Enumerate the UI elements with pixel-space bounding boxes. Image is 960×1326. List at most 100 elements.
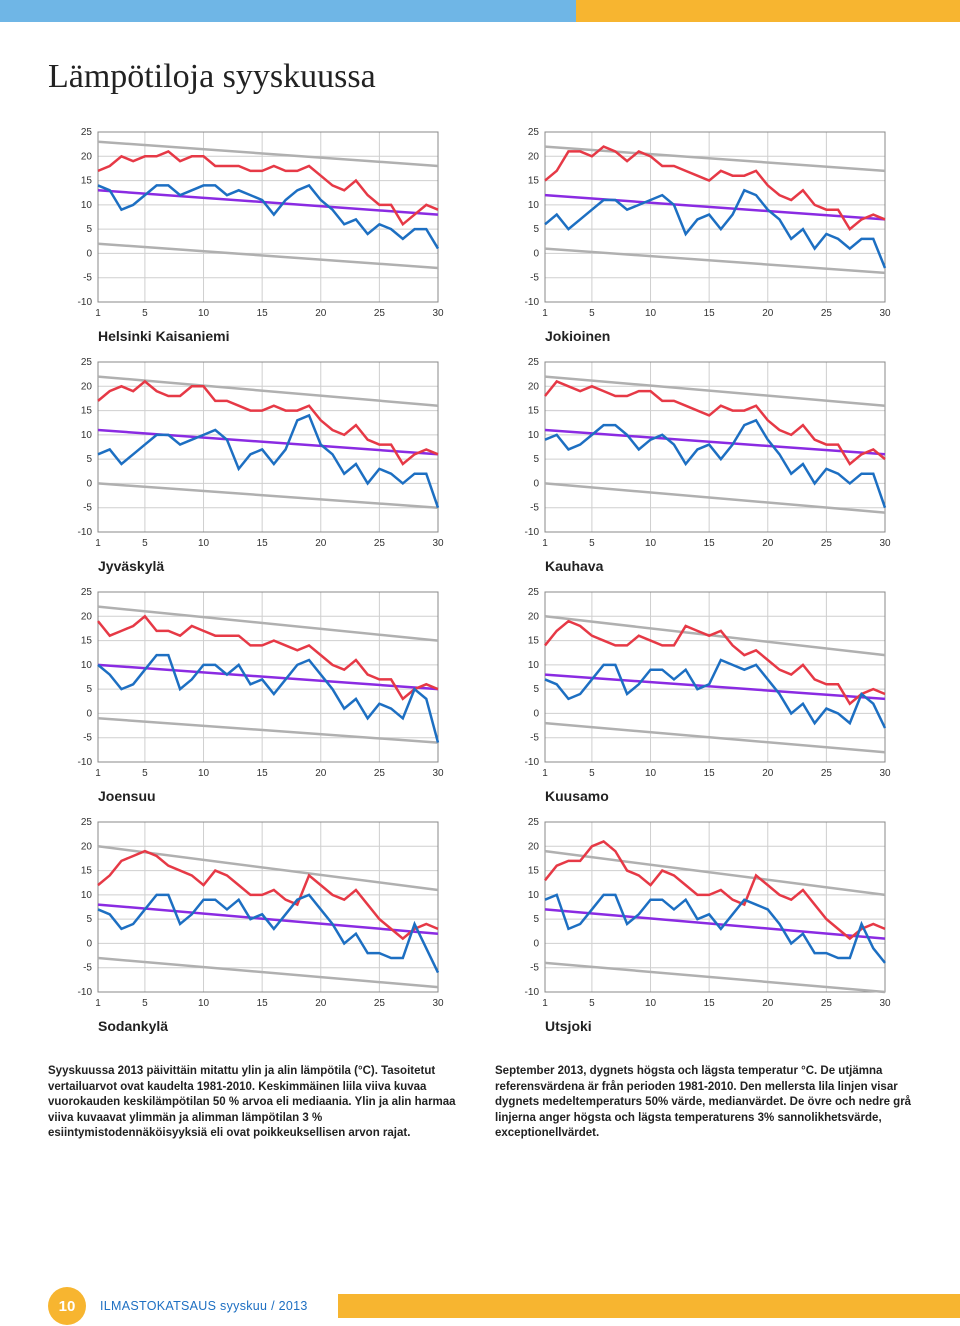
svg-text:20: 20 [315,998,327,1009]
svg-text:1: 1 [95,308,101,319]
charts-grid: 151015202530-10-50510152025Helsinki Kais… [48,124,912,1040]
svg-text:20: 20 [81,381,93,392]
svg-text:25: 25 [81,127,93,138]
svg-text:30: 30 [879,768,891,779]
svg-text:0: 0 [86,938,92,949]
svg-text:30: 30 [432,998,444,1009]
svg-text:10: 10 [81,430,93,441]
chart-label: Jyväskylä [98,558,465,574]
footer-bar [338,1286,960,1326]
footer-text: ILMASTOKATSAUS syyskuu / 2013 [100,1299,308,1313]
chart-label: Kauhava [545,558,912,574]
svg-text:15: 15 [257,538,269,549]
svg-text:5: 5 [86,684,92,695]
svg-text:-10: -10 [78,297,93,308]
svg-text:15: 15 [81,176,93,187]
svg-text:10: 10 [528,200,540,211]
chart-block: 151015202530-10-50510152025Utsjoki [495,814,912,1040]
svg-text:10: 10 [198,308,210,319]
chart-svg: 151015202530-10-50510152025 [495,814,895,1014]
caption-sv: September 2013, dygnets högsta och lägst… [495,1064,912,1142]
svg-text:1: 1 [95,998,101,1009]
svg-text:15: 15 [704,308,716,319]
chart-block: 151015202530-10-50510152025Kauhava [495,354,912,580]
svg-text:-10: -10 [525,297,540,308]
svg-text:0: 0 [533,248,539,259]
chart-svg: 151015202530-10-50510152025 [495,124,895,324]
svg-text:25: 25 [821,308,833,319]
svg-text:10: 10 [528,660,540,671]
chart-label: Sodankylä [98,1018,465,1034]
svg-text:10: 10 [645,998,657,1009]
svg-text:20: 20 [528,841,540,852]
svg-text:20: 20 [528,381,540,392]
svg-text:25: 25 [374,998,386,1009]
caption-fi: Syyskuussa 2013 päivittäin mitattu ylin … [48,1064,465,1142]
svg-text:25: 25 [821,998,833,1009]
svg-text:-5: -5 [530,273,539,284]
page: Lämpötiloja syyskuussa 151015202530-10-5… [0,0,960,1326]
svg-text:30: 30 [879,998,891,1009]
chart-block: 151015202530-10-50510152025Kuusamo [495,584,912,810]
svg-text:15: 15 [704,768,716,779]
chart-block: 151015202530-10-50510152025Jokioinen [495,124,912,350]
svg-text:5: 5 [589,998,595,1009]
chart-block: 151015202530-10-50510152025Sodankylä [48,814,465,1040]
chart-svg: 151015202530-10-50510152025 [495,354,895,554]
page-number-badge: 10 [48,1287,86,1325]
svg-text:15: 15 [528,176,540,187]
svg-text:0: 0 [533,938,539,949]
chart-block: 151015202530-10-50510152025Joensuu [48,584,465,810]
svg-text:25: 25 [528,817,540,828]
svg-text:10: 10 [645,538,657,549]
svg-text:0: 0 [86,478,92,489]
svg-text:5: 5 [533,454,539,465]
svg-text:0: 0 [86,248,92,259]
svg-text:5: 5 [86,914,92,925]
svg-text:25: 25 [528,587,540,598]
svg-text:1: 1 [542,538,548,549]
svg-text:-5: -5 [530,963,539,974]
svg-text:20: 20 [528,611,540,622]
chart-label: Kuusamo [545,788,912,804]
svg-text:10: 10 [81,890,93,901]
svg-text:5: 5 [589,768,595,779]
svg-text:1: 1 [542,998,548,1009]
svg-text:-10: -10 [78,757,93,768]
svg-text:5: 5 [86,224,92,235]
chart-label: Helsinki Kaisaniemi [98,328,465,344]
chart-svg: 151015202530-10-50510152025 [495,584,895,784]
svg-text:20: 20 [81,841,93,852]
chart-label: Jokioinen [545,328,912,344]
svg-text:20: 20 [762,768,774,779]
svg-text:10: 10 [528,430,540,441]
svg-text:-5: -5 [83,503,92,514]
svg-text:5: 5 [142,998,148,1009]
chart-svg: 151015202530-10-50510152025 [48,354,448,554]
svg-text:-5: -5 [83,273,92,284]
svg-text:-10: -10 [525,757,540,768]
svg-text:20: 20 [315,538,327,549]
svg-text:15: 15 [257,998,269,1009]
chart-block: 151015202530-10-50510152025Jyväskylä [48,354,465,580]
svg-text:15: 15 [528,406,540,417]
svg-text:20: 20 [81,151,93,162]
svg-text:15: 15 [257,768,269,779]
svg-text:25: 25 [821,538,833,549]
svg-text:1: 1 [95,768,101,779]
svg-text:5: 5 [533,224,539,235]
svg-text:0: 0 [533,478,539,489]
svg-text:5: 5 [142,768,148,779]
chart-label: Joensuu [98,788,465,804]
svg-text:5: 5 [142,538,148,549]
svg-text:25: 25 [374,308,386,319]
svg-text:-5: -5 [530,733,539,744]
svg-text:5: 5 [142,308,148,319]
top-stripe [0,0,960,22]
svg-text:-10: -10 [525,527,540,538]
page-title: Lämpötiloja syyskuussa [48,58,912,96]
svg-text:25: 25 [821,768,833,779]
svg-text:10: 10 [81,660,93,671]
svg-text:15: 15 [81,406,93,417]
svg-text:25: 25 [81,817,93,828]
